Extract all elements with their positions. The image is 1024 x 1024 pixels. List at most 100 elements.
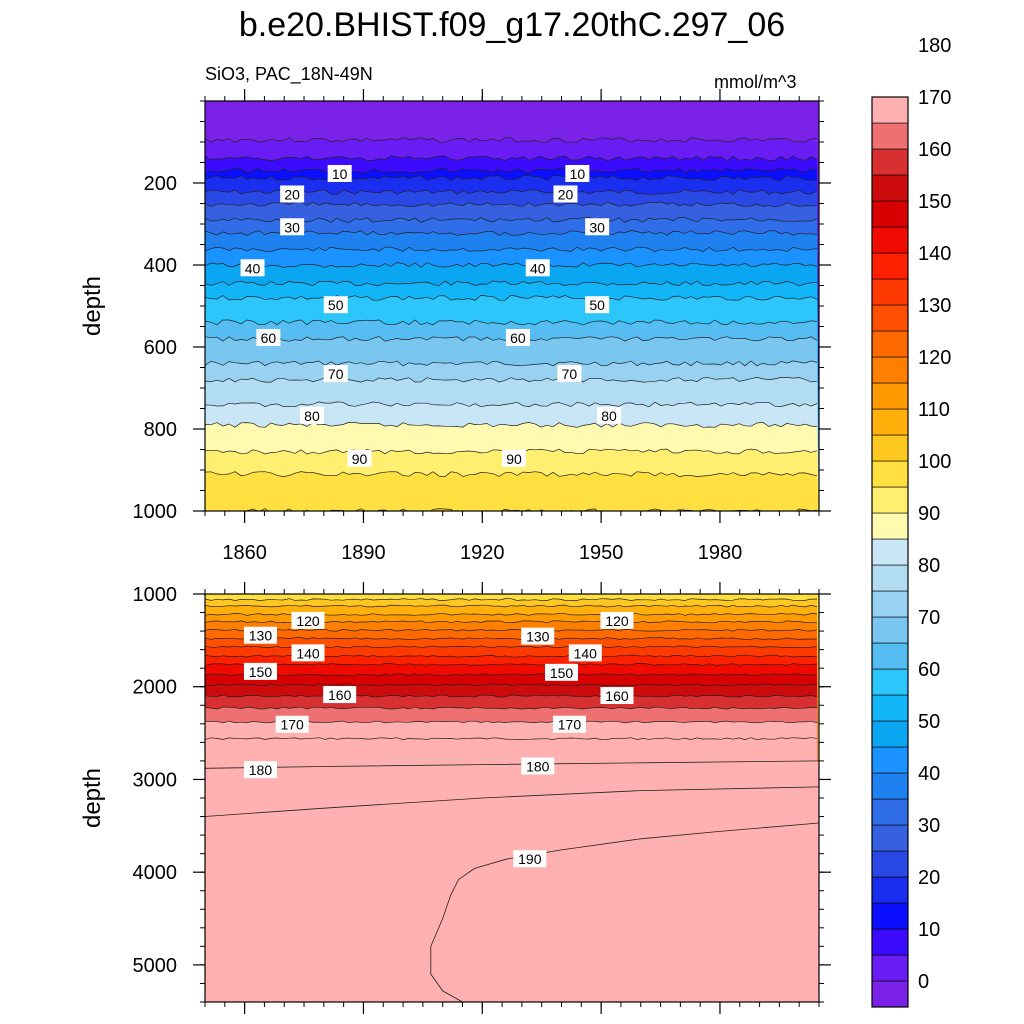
contour-label-bg xyxy=(243,626,277,644)
contour-label: 130 xyxy=(521,627,555,645)
colorbar-swatch xyxy=(871,330,909,358)
colorbar-swatch xyxy=(871,928,909,956)
contour-label: 80 xyxy=(597,406,622,424)
y-axis-label: depth xyxy=(79,276,106,336)
contour-label-text: 70 xyxy=(328,366,344,382)
contour-label-text: 170 xyxy=(558,717,582,733)
colorbar-tick-label: 120 xyxy=(918,347,951,369)
contour-line xyxy=(205,246,818,253)
contour-line xyxy=(205,155,818,162)
colorbar-swatch xyxy=(871,226,909,254)
contour-label-text: 60 xyxy=(510,330,526,346)
contour-label: 60 xyxy=(505,328,530,346)
x-tick-label: 1980 xyxy=(698,542,743,564)
colorbar-tick-label: 160 xyxy=(918,139,951,161)
colorbar-tick-label: 20 xyxy=(918,867,940,889)
colorbar-swatch xyxy=(871,824,909,852)
contour-label-bg xyxy=(565,164,590,182)
colorbar-swatch xyxy=(871,174,909,202)
colorbar-swatch xyxy=(871,642,909,670)
y-tick-label: 200 xyxy=(144,173,177,195)
y-tick-label: 4000 xyxy=(133,862,178,884)
contour-label-bg xyxy=(291,611,325,629)
contour-label: 10 xyxy=(327,164,352,182)
contour-line xyxy=(205,217,818,223)
colorbar-tick-label: 40 xyxy=(918,763,940,785)
contour-label-bg xyxy=(545,663,579,681)
contour-label-text: 70 xyxy=(562,366,578,382)
contour-label-bg xyxy=(525,259,550,277)
contour-label-text: 120 xyxy=(296,613,320,629)
colorbar-swatch xyxy=(871,434,909,462)
contour-label-bg xyxy=(568,644,602,662)
contour-label: 160 xyxy=(323,686,357,704)
contour-label-text: 150 xyxy=(550,665,574,681)
contour-label-text: 140 xyxy=(296,645,320,661)
colorbar-swatch xyxy=(871,876,909,904)
contour-label-bg xyxy=(280,185,305,203)
contour-label-bg xyxy=(600,687,634,704)
x-tick-label: 1890 xyxy=(341,542,386,564)
contour-label-bg xyxy=(299,406,324,424)
colorbar-swatch xyxy=(871,902,909,930)
contour-label: 170 xyxy=(275,715,309,733)
contour-label: 20 xyxy=(280,185,305,203)
colorbar-swatch xyxy=(871,798,909,826)
y-tick-label: 3000 xyxy=(133,769,178,791)
chart-title: b.e20.BHIST.f09_g17.20thC.297_06 xyxy=(238,6,786,44)
contour-line xyxy=(205,175,818,182)
contour-line xyxy=(205,786,819,817)
colorbar-tick-label: 0 xyxy=(918,971,929,993)
contour-label-text: 120 xyxy=(605,613,629,629)
colorbar-swatch xyxy=(871,486,909,514)
contour-label-bg xyxy=(243,662,277,680)
colorbar-swatch xyxy=(871,668,909,696)
contour-label: 160 xyxy=(600,687,634,704)
subtitle-variable-region: SiO3, PAC_18N-49N xyxy=(205,64,373,84)
colorbar-swatch xyxy=(871,590,909,618)
contour-label-bg xyxy=(557,365,582,383)
contour-label-bg xyxy=(275,715,309,733)
colorbar-tick-label: 50 xyxy=(918,711,940,733)
contour-label: 30 xyxy=(280,218,305,236)
contour-line xyxy=(205,230,818,236)
contour-label-bg xyxy=(521,627,555,645)
colorbar-swatch xyxy=(871,694,909,722)
contour-label: 180 xyxy=(521,757,555,775)
contour-line xyxy=(205,167,818,174)
contour-label: 140 xyxy=(291,644,325,662)
contour-label-bg xyxy=(600,611,634,629)
contour-label-text: 180 xyxy=(249,762,273,778)
contour-label: 170 xyxy=(552,715,586,733)
contour-label: 150 xyxy=(243,662,277,680)
contour-label-bg xyxy=(280,218,305,236)
contour-line xyxy=(205,189,818,195)
contour-label-bg xyxy=(513,850,547,868)
colorbar-tick-label: 80 xyxy=(918,555,940,577)
colorbar-tick-label: 90 xyxy=(918,503,940,525)
contour-line xyxy=(205,377,818,383)
contour-label-text: 150 xyxy=(249,664,273,680)
contour-line xyxy=(205,604,818,608)
contour-label: 70 xyxy=(323,365,348,383)
colorbar-swatch xyxy=(871,408,909,436)
contour-label: 140 xyxy=(568,644,602,662)
contour-label-bg xyxy=(552,715,586,733)
contour-label-bg xyxy=(585,296,610,314)
colorbar-tick-label: 170 xyxy=(918,87,951,109)
contour-label-bg xyxy=(327,164,352,182)
contour-line xyxy=(205,262,818,268)
colorbar-frame xyxy=(871,96,909,1008)
contour-line xyxy=(205,760,819,769)
colorbar-tick-label: 30 xyxy=(918,815,940,837)
contour-line xyxy=(430,822,819,1002)
contour-label-text: 20 xyxy=(558,186,574,202)
contour-label-bg xyxy=(597,406,622,424)
contour-line xyxy=(205,673,818,677)
contour-label-text: 20 xyxy=(284,186,300,202)
colorbar-swatch xyxy=(871,746,909,774)
contour-label-text: 10 xyxy=(332,166,348,182)
contour-label: 70 xyxy=(557,365,582,383)
contour-label: 10 xyxy=(565,164,590,182)
